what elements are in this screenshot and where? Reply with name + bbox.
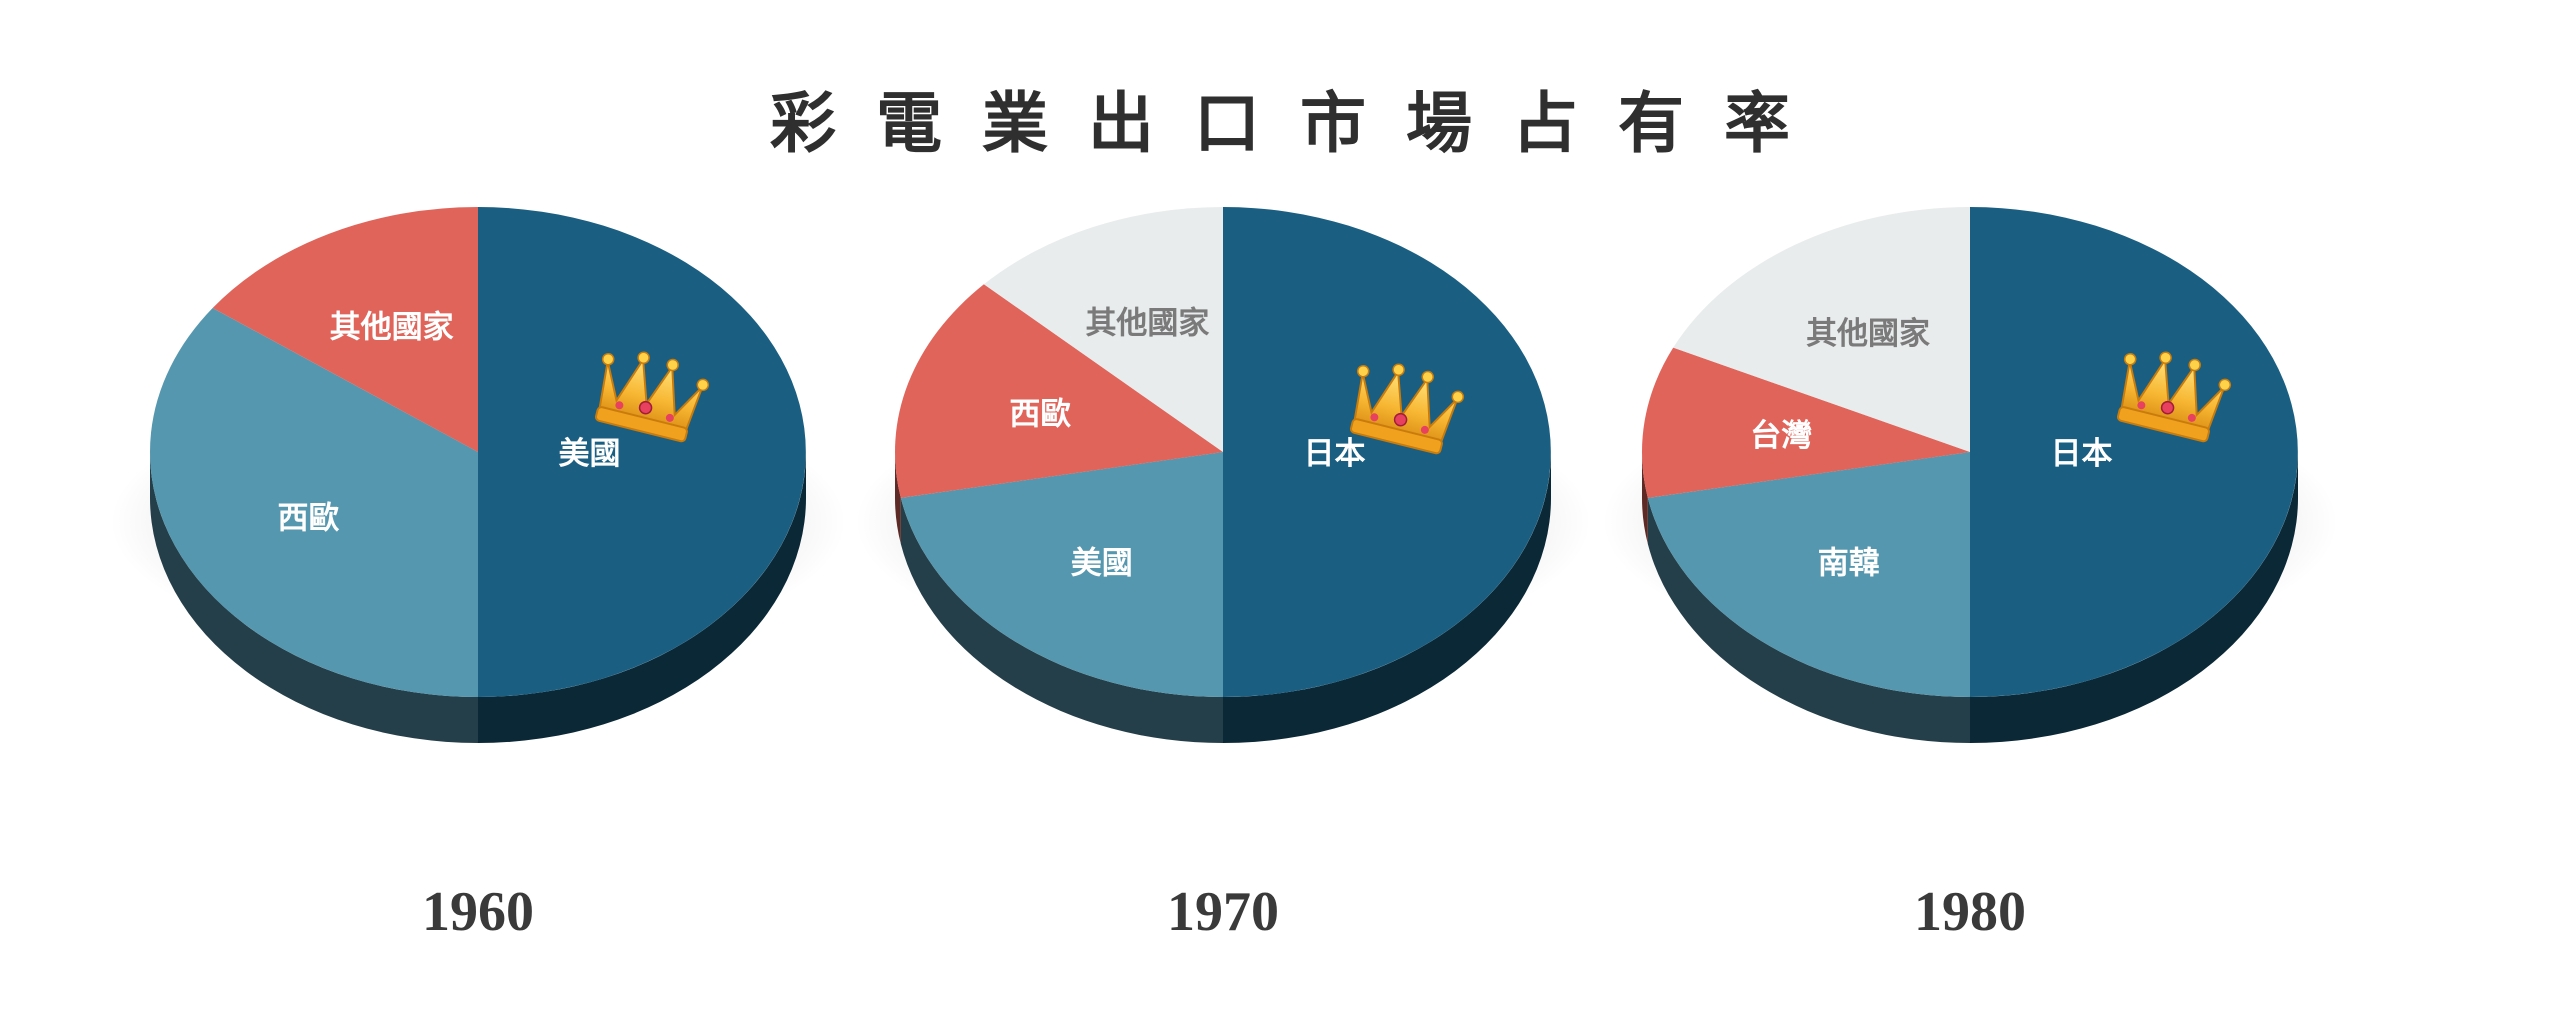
pie-side-台灣 bbox=[1642, 452, 1648, 544]
pie-slice-西歐 bbox=[894, 284, 1223, 498]
slice-label: 日本 bbox=[2051, 436, 2113, 472]
slice-label: 其他國家 bbox=[330, 309, 454, 345]
pie-slice-美國 bbox=[900, 452, 1223, 697]
slice-label: 南韓 bbox=[1818, 545, 1880, 581]
chart-title: 彩電業出口市場占有率 bbox=[770, 84, 1830, 162]
pie-slice-其他國家 bbox=[983, 207, 1223, 452]
pie-side-美國 bbox=[900, 497, 1223, 743]
pie-side-西歐 bbox=[895, 452, 901, 544]
pie-slice-日本 bbox=[1223, 207, 1551, 697]
slice-label: 其他國家 bbox=[1806, 316, 1930, 352]
crown-icon bbox=[594, 351, 710, 443]
pie-side-西歐 bbox=[150, 452, 478, 743]
year-label-1960: 1960 bbox=[422, 881, 534, 943]
slice-label: 美國 bbox=[559, 436, 621, 472]
pie-side-南韓 bbox=[1647, 497, 1970, 743]
pie-slice-西歐 bbox=[150, 307, 478, 697]
pie-slice-台灣 bbox=[1642, 347, 1970, 498]
pie-side-日本 bbox=[1223, 452, 1551, 743]
slice-label: 美國 bbox=[1071, 545, 1133, 581]
pie-side-日本 bbox=[1970, 452, 2298, 743]
slice-label: 日本 bbox=[1304, 436, 1366, 472]
pie-slice-日本 bbox=[1970, 207, 2298, 697]
slice-label: 其他國家 bbox=[1085, 306, 1209, 342]
slice-label: 西歐 bbox=[277, 501, 339, 537]
pie-slice-其他國家 bbox=[212, 207, 478, 452]
year-label-1970: 1970 bbox=[1167, 881, 1279, 943]
crown-icon bbox=[2116, 351, 2232, 443]
year-label-1980: 1980 bbox=[1914, 881, 2026, 943]
slice-label: 台灣 bbox=[1750, 418, 1812, 454]
pie-slice-南韓 bbox=[1647, 452, 1970, 697]
pie-side-美國 bbox=[478, 452, 806, 743]
pie-slice-其他國家 bbox=[1673, 207, 1970, 452]
pie-slice-美國 bbox=[478, 207, 806, 697]
slice-label: 西歐 bbox=[1009, 396, 1071, 432]
crown-icon bbox=[1349, 363, 1465, 455]
